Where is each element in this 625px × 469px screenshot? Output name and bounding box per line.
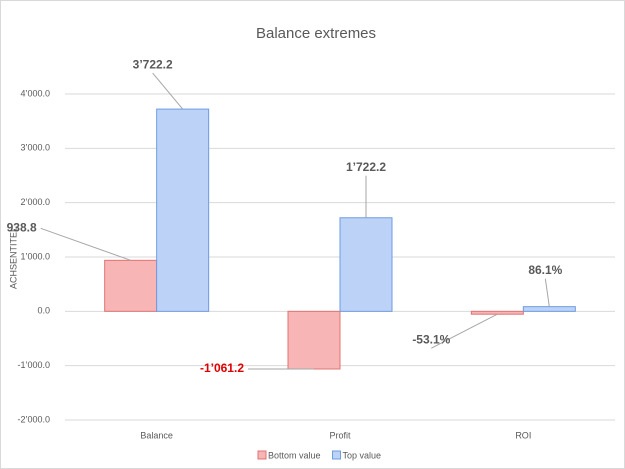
leader-line (40, 227, 131, 261)
bar (156, 108, 210, 312)
bar (104, 259, 158, 312)
chart-title: Balance extremes (256, 25, 376, 42)
y-tick-label: 1’000.0 (20, 251, 50, 261)
data-label: -1’061.2 (200, 361, 244, 375)
y-tick-label: 0.0 (37, 306, 50, 316)
leader-line (152, 72, 184, 110)
y-axis-label: ACHSENTITEL (8, 227, 18, 289)
leader-line (431, 313, 498, 349)
data-label: 3’722.2 (133, 57, 173, 71)
data-label: 938.8 (7, 220, 37, 234)
legend-label: Top value (343, 450, 382, 460)
y-tick-label: -2’000.0 (17, 414, 50, 424)
y-tick-label: -1’000.0 (17, 360, 50, 370)
x-tick-label: Profit (329, 430, 351, 440)
data-label: 1’722.2 (346, 160, 386, 174)
y-tick-label: 2’000.0 (20, 197, 50, 207)
x-tick-label: Balance (140, 430, 173, 440)
data-label: 86.1% (528, 263, 562, 277)
leader-line (544, 278, 550, 307)
bar (339, 217, 393, 312)
bar (522, 306, 576, 312)
y-tick-label: 4’000.0 (20, 88, 50, 98)
legend-swatch (332, 450, 342, 460)
bar (470, 310, 524, 315)
legend-swatch (257, 450, 267, 460)
legend-label: Bottom value (268, 450, 321, 460)
x-tick-label: ROI (515, 430, 531, 440)
bar (287, 310, 341, 370)
data-label: -53.1% (412, 332, 450, 346)
y-tick-label: 3’000.0 (20, 143, 50, 153)
